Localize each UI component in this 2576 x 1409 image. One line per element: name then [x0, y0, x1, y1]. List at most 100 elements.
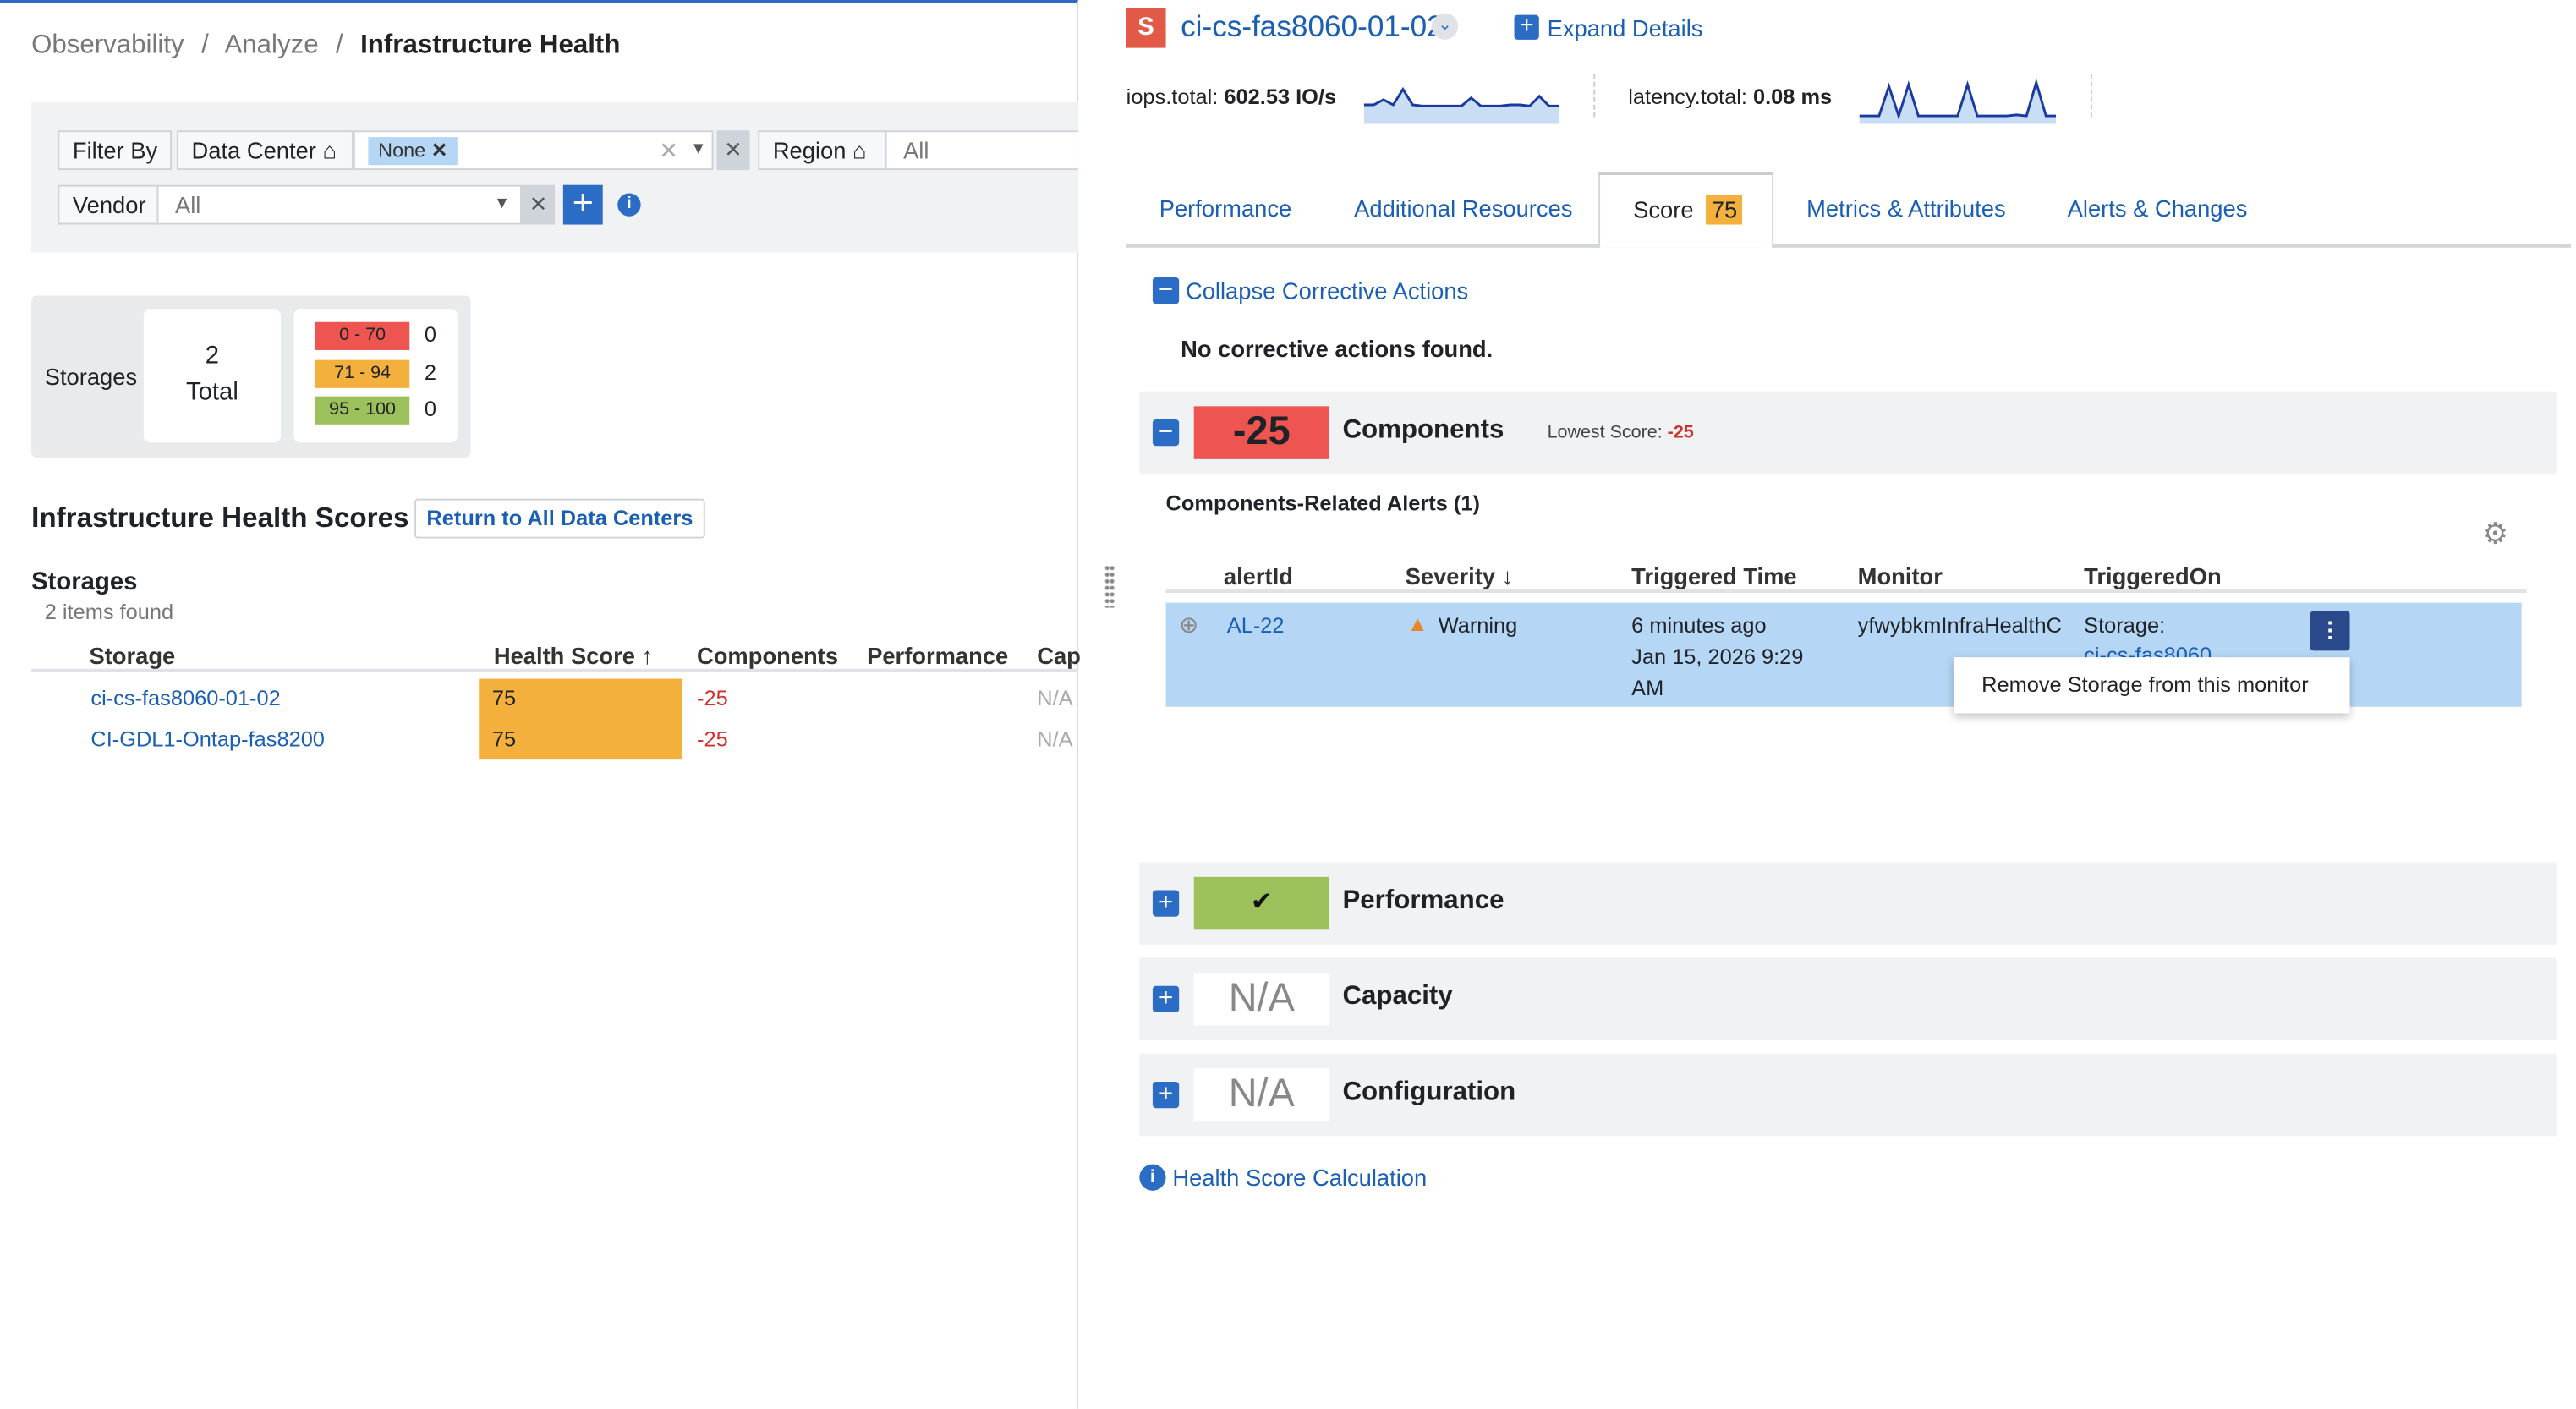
filter-by-label: Filter By	[58, 130, 173, 171]
kebab-menu-button[interactable]: ⋮	[2310, 611, 2350, 651]
iops-line	[1363, 86, 1559, 107]
col-storage[interactable]: Storage	[89, 642, 176, 669]
data-center-select[interactable]: None ✕ ✕ ▼	[353, 130, 714, 171]
expand-plus-icon[interactable]: +	[1514, 14, 1539, 40]
storages-heading: Storages	[31, 567, 138, 596]
latency-metric: latency.total: 0.08 ms	[1628, 85, 1832, 109]
col-triggered-time[interactable]: Triggered Time	[1631, 562, 1797, 590]
region-select[interactable]: All	[885, 130, 1079, 171]
detail-title[interactable]: ci-cs-fas8060-01-02	[1181, 9, 1444, 43]
range-count: 2	[424, 359, 436, 384]
collapse-minus-icon[interactable]: −	[1152, 277, 1180, 304]
info-icon[interactable]: i	[617, 193, 641, 217]
collapse-corrective-actions[interactable]: Collapse Corrective Actions	[1185, 277, 1469, 304]
range-count: 0	[424, 321, 436, 348]
range-swatch: 95 - 100	[315, 396, 410, 425]
drag-handle[interactable]	[1104, 564, 1115, 608]
sort-down-icon: ↓	[1501, 562, 1514, 590]
tab-score[interactable]: Score 75	[1633, 195, 1743, 225]
col-cap[interactable]: Cap	[1037, 642, 1081, 669]
region-label: Region ⌂	[758, 130, 887, 171]
expand-plus-icon[interactable]: +	[1152, 890, 1180, 917]
health-score-cell: 75	[491, 685, 517, 710]
col-monitor[interactable]: Monitor	[1857, 562, 1943, 590]
caret-down-icon[interactable]: ▼	[493, 195, 511, 213]
breadcrumb-sep: /	[201, 31, 209, 60]
breadcrumb-current: Infrastructure Health	[360, 31, 621, 60]
breadcrumb: Observability / Analyze / Infrastructure…	[31, 31, 620, 61]
iops-sparkline	[1363, 86, 1559, 124]
cap-cell: N/A	[1037, 685, 1073, 710]
col-performance[interactable]: Performance	[867, 642, 1009, 669]
return-to-all-button[interactable]: Return to All Data Centers	[414, 498, 705, 539]
chip-text: None	[378, 139, 426, 162]
vendor-select[interactable]: All ▼	[156, 184, 523, 225]
score-badge: 75	[1706, 195, 1743, 225]
components-title: Components	[1342, 416, 1504, 445]
breadcrumb-analyze[interactable]: Analyze	[224, 31, 319, 60]
latency-sparkline	[1859, 79, 2056, 124]
tab-performance[interactable]: Performance	[1159, 195, 1292, 222]
components-cell: -25	[696, 685, 728, 710]
collapse-minus-icon[interactable]: −	[1152, 419, 1180, 447]
col-severity[interactable]: Severity ↓	[1406, 563, 1514, 589]
section-performance: + ✔ Performance	[1139, 862, 2557, 945]
alert-id-link[interactable]: AL-22	[1226, 612, 1285, 638]
zoom-in-icon[interactable]: ⊕	[1179, 611, 1199, 638]
storage-link[interactable]: CI-GDL1-Ontap-fas8200	[90, 726, 325, 752]
storage-type-badge: S	[1126, 8, 1166, 48]
tab-underline	[1126, 244, 2572, 248]
remove-vendor-filter[interactable]: ✕	[522, 184, 556, 225]
alert-severity: Warning	[1438, 612, 1518, 638]
add-filter-button[interactable]: +	[562, 184, 603, 225]
cap-cell: N/A	[1037, 726, 1073, 752]
info-icon: i	[1139, 1164, 1166, 1191]
scores-title: Infrastructure Health Scores	[31, 502, 409, 534]
col-health-score[interactable]: Health Score ↑	[494, 643, 653, 669]
expand-plus-icon[interactable]: +	[1152, 1082, 1180, 1109]
gear-icon[interactable]: ⚙	[2481, 517, 2509, 551]
section-configuration: + N/A Configuration	[1139, 1053, 2557, 1137]
total-count: 2	[205, 342, 220, 370]
alerts-title: Components-Related Alerts (1)	[1165, 490, 1480, 516]
lowest-value: -25	[1667, 422, 1694, 443]
health-score-calculation-link[interactable]: Health Score Calculation	[1172, 1164, 1428, 1191]
col-severity-text: Severity	[1405, 562, 1496, 590]
latency-value: 0.08 ms	[1752, 84, 1833, 109]
health-cells	[479, 678, 682, 760]
iops-value: 602.53 IO/s	[1224, 84, 1337, 109]
components-cell: -25	[696, 726, 728, 752]
storage-link[interactable]: ci-cs-fas8060-01-02	[90, 685, 281, 710]
vendor-label: Vendor	[58, 184, 162, 225]
latency-line	[1859, 79, 2056, 120]
tab-score-label: Score	[1633, 196, 1694, 223]
range-swatch: 0 - 70	[315, 321, 410, 350]
section-score: N/A	[1193, 973, 1329, 1026]
clear-icon[interactable]: ✕	[659, 137, 678, 164]
col-components[interactable]: Components	[696, 642, 839, 669]
tab-alerts-changes[interactable]: Alerts & Changes	[2067, 195, 2248, 222]
tab-metrics-attributes[interactable]: Metrics & Attributes	[1806, 195, 2006, 222]
tag-icon: ⌂	[852, 137, 867, 164]
caret-down-icon[interactable]: ▼	[690, 140, 707, 159]
col-triggered-on[interactable]: TriggeredOn	[2084, 562, 2222, 590]
chip-remove-icon[interactable]: ✕	[430, 139, 448, 162]
col-alert-id[interactable]: alertId	[1223, 562, 1293, 590]
tab-additional-resources[interactable]: Additional Resources	[1354, 195, 1573, 222]
total-label: Total	[185, 378, 238, 407]
remove-data-center-filter[interactable]: ✕	[716, 130, 750, 171]
remove-storage-menu-item[interactable]: Remove Storage from this monitor	[1953, 657, 2350, 714]
summary-label: Storages	[44, 363, 138, 390]
total-card: 2 Total	[143, 309, 281, 443]
metric-divider	[2090, 74, 2092, 118]
items-found: 2 items found	[44, 599, 174, 625]
expand-plus-icon[interactable]: +	[1152, 985, 1180, 1012]
chevron-down-icon[interactable]: ⌄	[1431, 13, 1459, 40]
tag-icon: ⌂	[322, 137, 337, 164]
lowest-score: Lowest Score: -25	[1548, 423, 1694, 442]
section-title: Configuration	[1342, 1078, 1516, 1107]
breadcrumb-observability[interactable]: Observability	[31, 31, 184, 60]
iops-metric: iops.total: 602.53 IO/s	[1126, 85, 1336, 109]
metric-divider	[1593, 74, 1596, 118]
expand-details-link[interactable]: Expand Details	[1547, 14, 1703, 41]
